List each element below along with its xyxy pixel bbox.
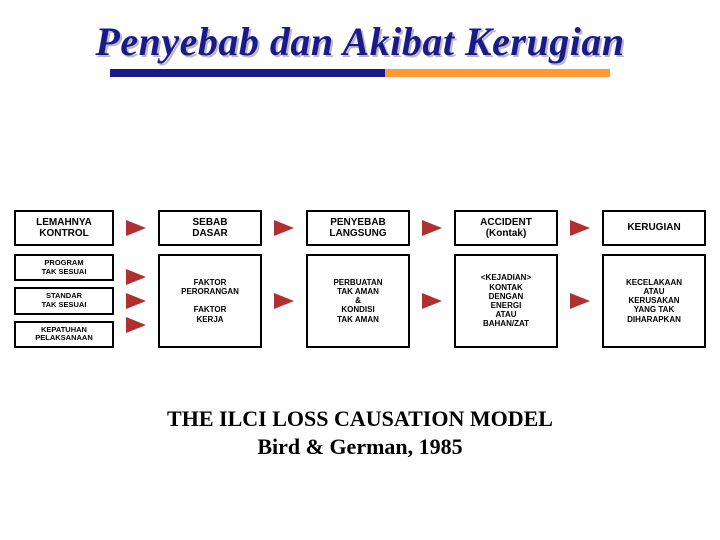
detail-faktor: FAKTOR PERORANGAN FAKTOR KERJA	[158, 254, 262, 348]
arrow-group	[271, 210, 297, 246]
header-penyebab-langsung: PENYEBAB LANGSUNG	[306, 210, 410, 246]
footer-line1: THE ILCI LOSS CAUSATION MODEL	[0, 405, 720, 433]
arrow-right-icon	[126, 317, 146, 333]
header-sebab-dasar: SEBAB DASAR	[158, 210, 262, 246]
arrow-right-icon	[126, 293, 146, 309]
arrow-right-icon	[570, 293, 590, 309]
col1-stack: PROGRAM TAK SESUAI STANDAR TAK SESUAI KE…	[14, 254, 114, 348]
arrow-right-icon	[274, 293, 294, 309]
arrow-group	[567, 210, 593, 246]
page-title: Penyebab dan Akibat Kerugian	[0, 0, 720, 65]
arrow-group	[123, 210, 149, 246]
arrow-group	[567, 254, 593, 348]
detail-kecelakaan: KECELAKAAN ATAU KERUSAKAN YANG TAK DIHAR…	[602, 254, 706, 348]
footer-citation: THE ILCI LOSS CAUSATION MODEL Bird & Ger…	[0, 405, 720, 460]
arrow-right-icon	[422, 293, 442, 309]
header-kerugian: KERUGIAN	[602, 210, 706, 246]
arrow-group	[419, 254, 445, 348]
detail-perbuatan: PERBUATAN TAK AMAN & KONDISI TAK AMAN	[306, 254, 410, 348]
arrow-right-icon	[570, 220, 590, 236]
detail-kepatuhan: KEPATUHAN PELAKSANAAN	[14, 321, 114, 348]
arrow-group	[419, 210, 445, 246]
arrow-right-icon	[422, 220, 442, 236]
header-accident: ACCIDENT (Kontak)	[454, 210, 558, 246]
detail-standar: STANDAR TAK SESUAI	[14, 287, 114, 314]
title-underline	[110, 69, 610, 77]
header-lemahnya-kontrol: LEMAHNYA KONTROL	[14, 210, 114, 246]
causation-diagram: LEMAHNYA KONTROL SEBAB DASAR PENYEBAB LA…	[0, 210, 720, 348]
arrow-right-icon	[274, 220, 294, 236]
footer-line2: Bird & German, 1985	[0, 433, 720, 461]
detail-program: PROGRAM TAK SESUAI	[14, 254, 114, 281]
arrow-group	[271, 254, 297, 348]
detail-kejadian: <KEJADIAN> KONTAK DENGAN ENERGI ATAU BAH…	[454, 254, 558, 348]
arrow-right-icon	[126, 220, 146, 236]
arrow-right-icon	[126, 269, 146, 285]
diagram-row-details: PROGRAM TAK SESUAI STANDAR TAK SESUAI KE…	[0, 254, 720, 348]
diagram-row-headers: LEMAHNYA KONTROL SEBAB DASAR PENYEBAB LA…	[0, 210, 720, 246]
arrow-group	[123, 254, 149, 348]
